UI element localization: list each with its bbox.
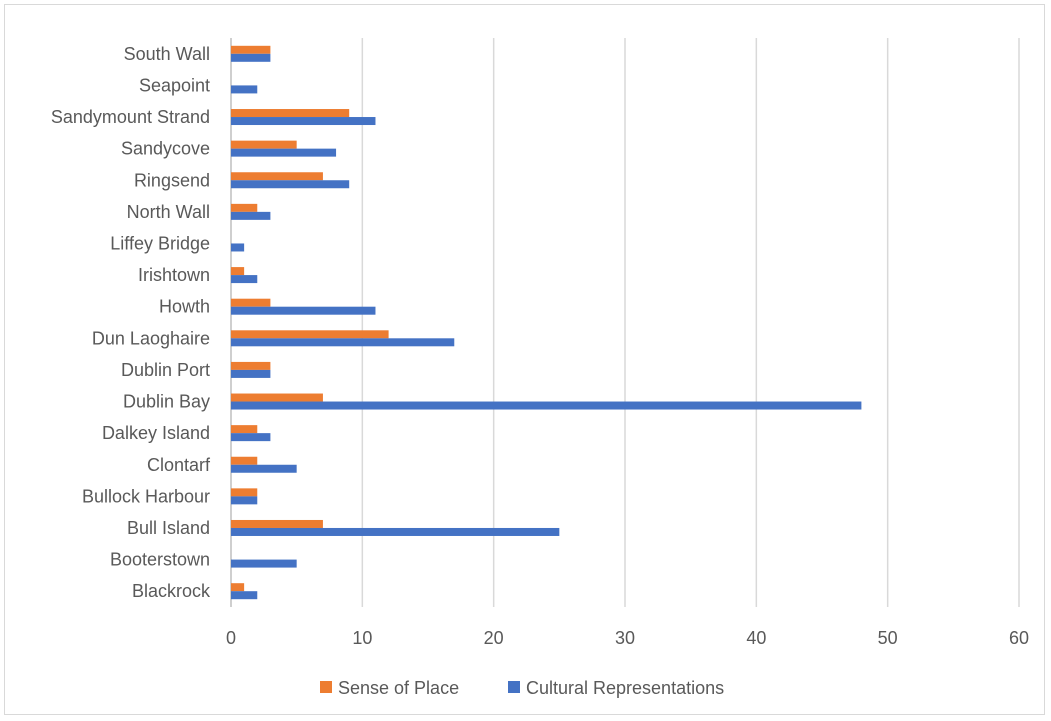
- legend-label-sense-of-place: Sense of Place: [338, 678, 459, 698]
- x-tick-label-0: 0: [226, 628, 236, 648]
- bar-sense-of-place-howth: [231, 298, 271, 307]
- category-label-dublin-port: Dublin Port: [121, 360, 210, 380]
- bar-cultural-representations-howth: [231, 306, 376, 315]
- bar-sense-of-place-bullock-harbour: [231, 488, 258, 497]
- x-tick-label-40: 40: [746, 628, 766, 648]
- x-tick-labels: 0 10 20 30 40 50 60: [226, 628, 1029, 648]
- category-label-liffey-bridge: Liffey Bridge: [110, 233, 210, 253]
- gridlines: [230, 38, 1020, 607]
- category-label-irishtown: Irishtown: [138, 265, 210, 285]
- category-label-clontarf: Clontarf: [147, 455, 211, 475]
- bar-cultural-representations-dalkey-island: [231, 433, 271, 442]
- bar-sense-of-place-sandycove: [231, 140, 297, 149]
- bar-sense-of-place-ringsend: [231, 172, 323, 181]
- bar-cultural-representations-liffey-bridge: [231, 243, 245, 252]
- category-label-bullock-harbour: Bullock Harbour: [82, 486, 210, 506]
- legend-swatch-cultural-representations: [508, 681, 520, 693]
- bar-sense-of-place-dalkey-island: [231, 425, 258, 434]
- bar-cultural-representations-irishtown: [231, 275, 258, 284]
- bar-cultural-representations-bull-island: [231, 527, 560, 536]
- category-label-north-wall: North Wall: [127, 202, 210, 222]
- bar-sense-of-place-bull-island: [231, 519, 323, 528]
- chart-frame: [4, 4, 1045, 715]
- bar-cultural-representations-seapoint: [231, 85, 258, 94]
- category-label-dublin-bay: Dublin Bay: [123, 392, 210, 412]
- bar-cultural-representations-clontarf: [231, 464, 297, 473]
- category-label-bull-island: Bull Island: [127, 518, 210, 538]
- legend: Sense of Place Cultural Representations: [320, 678, 724, 698]
- bar-cultural-representations-dublin-bay: [231, 401, 862, 410]
- bar-cultural-representations-sandymount-strand: [231, 117, 376, 126]
- category-label-south-wall: South Wall: [124, 44, 210, 64]
- bar-sense-of-place-dun-laoghaire: [231, 330, 389, 339]
- category-label-booterstown: Booterstown: [110, 550, 210, 570]
- x-tick-label-30: 30: [615, 628, 635, 648]
- x-tick-label-60: 60: [1009, 628, 1029, 648]
- category-label-dun-laoghaire: Dun Laoghaire: [92, 328, 210, 348]
- category-labels: South Wall Seapoint Sandymount Strand Sandy…: [51, 44, 211, 601]
- category-label-sandymount-strand: Sandymount Strand: [51, 107, 210, 127]
- x-tick-label-50: 50: [878, 628, 898, 648]
- legend-label-cultural-representations: Cultural Representations: [526, 678, 724, 698]
- bar-cultural-representations-dun-laoghaire: [231, 338, 455, 347]
- category-label-sandycove: Sandycove: [121, 139, 210, 159]
- bar-sense-of-place-clontarf: [231, 456, 258, 465]
- category-label-dalkey-island: Dalkey Island: [102, 423, 210, 443]
- bar-cultural-representations-north-wall: [231, 211, 271, 220]
- x-tick-label-20: 20: [484, 628, 504, 648]
- category-label-seapoint: Seapoint: [139, 75, 210, 95]
- bar-sense-of-place-dublin-port: [231, 361, 271, 370]
- bar-sense-of-place-blackrock: [231, 583, 245, 592]
- bar-sense-of-place-sandymount-strand: [231, 109, 350, 118]
- bar-sense-of-place-dublin-bay: [231, 393, 323, 402]
- bar-sense-of-place-north-wall: [231, 203, 258, 212]
- bar-cultural-representations-booterstown: [231, 559, 297, 568]
- bar-cultural-representations-sandycove: [231, 148, 337, 157]
- category-label-howth: Howth: [159, 297, 210, 317]
- bar-cultural-representations-south-wall: [231, 53, 271, 62]
- bar-cultural-representations-dublin-port: [231, 369, 271, 378]
- x-tick-label-10: 10: [352, 628, 372, 648]
- category-label-blackrock: Blackrock: [132, 581, 211, 601]
- bar-sense-of-place-irishtown: [231, 267, 245, 276]
- bar-cultural-representations-blackrock: [231, 591, 258, 600]
- bar-cultural-representations-ringsend: [231, 180, 350, 189]
- bar-sense-of-place-south-wall: [231, 45, 271, 54]
- bar-cultural-representations-bullock-harbour: [231, 496, 258, 505]
- category-label-ringsend: Ringsend: [134, 170, 210, 190]
- legend-swatch-sense-of-place: [320, 681, 332, 693]
- bars: [231, 45, 862, 600]
